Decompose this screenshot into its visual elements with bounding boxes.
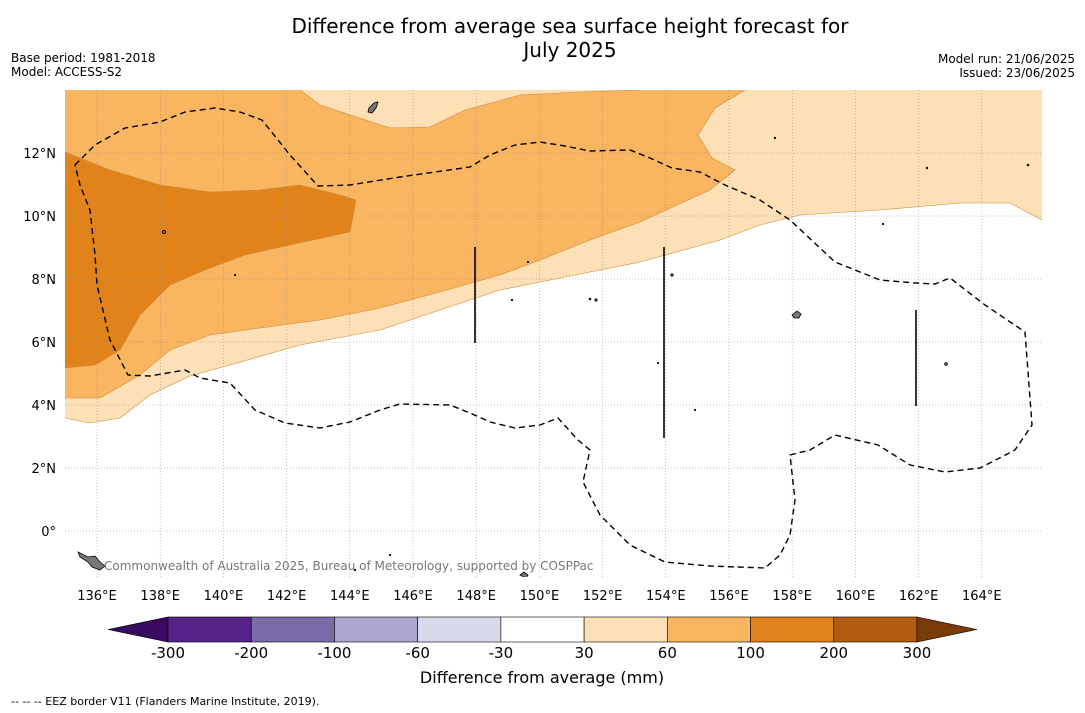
- lat-tick-label: 2°N: [32, 462, 57, 477]
- lat-tick-label: 4°N: [32, 399, 57, 414]
- lon-tick-label: 148°E: [456, 589, 496, 604]
- issued-text: Issued: 23/06/2025: [959, 66, 1075, 80]
- lon-tick-label: 150°E: [520, 589, 560, 604]
- band-100-200: [65, 152, 356, 368]
- colorbar-extend-high: [916, 616, 978, 643]
- lon-tick-label: 156°E: [709, 589, 749, 604]
- lon-tick-label: 152°E: [583, 589, 623, 604]
- meta-right: Model run: 21/06/2025 Issued: 23/06/2025: [938, 52, 1075, 80]
- colorbar-segment: [583, 616, 668, 643]
- colorbar-segment: [833, 616, 918, 643]
- colorbar-segment: [500, 616, 585, 643]
- lon-tick-label: 138°E: [140, 589, 180, 604]
- colorbar-segment: [334, 616, 418, 643]
- map-title: Difference from average sea surface heig…: [220, 14, 920, 62]
- lon-tick-label: 162°E: [899, 589, 939, 604]
- model-run-text: Model run: 21/06/2025: [937, 52, 1075, 66]
- eez-borders: [74, 107, 1033, 569]
- lon-tick-label: 136°E: [77, 589, 117, 604]
- colorbar-segment: [750, 616, 835, 643]
- lon-tick-label: 142°E: [267, 589, 307, 604]
- colorbar-tick-label: 200: [819, 644, 848, 662]
- lat-tick-label: 6°N: [32, 336, 57, 351]
- lat-tick-label: 0°: [41, 525, 56, 540]
- colorbar-tick-label: -200: [234, 644, 268, 662]
- lon-tick-label: 154°E: [646, 589, 686, 604]
- lon-tick-label: 158°E: [772, 589, 812, 604]
- colorbar-segment: [250, 616, 335, 643]
- band-60-100: [65, 90, 745, 398]
- colorbar-segment: [667, 616, 751, 643]
- colorbar-title: Difference from average (mm): [419, 668, 665, 687]
- eez-footnote: -- -- -- EEZ border V11 (Flanders Marine…: [11, 695, 320, 708]
- colorbar-tick-label: 60: [658, 644, 677, 662]
- lat-tick-label: 10°N: [23, 210, 56, 225]
- latitude-tick-labels: 12°N 10°N 8°N 6°N 4°N 2°N 0°: [23, 147, 56, 540]
- colorbar-tick-label: 30: [575, 644, 594, 662]
- colorbar-labels: -300 -200 -100 -60 -30 30 60 100 200 300: [151, 644, 931, 662]
- boundary-lines: [474, 247, 917, 438]
- lon-tick-label: 146°E: [393, 589, 433, 604]
- colorbar-extend-low: [107, 616, 169, 643]
- base-period-text: Base period: 1981-2018: [11, 51, 156, 65]
- copyright-credit: Commonwealth of Australia 2025, Bureau o…: [104, 559, 594, 573]
- title-line-2: July 2025: [523, 38, 617, 62]
- lon-tick-label: 144°E: [330, 589, 370, 604]
- map-area: [65, 90, 1042, 577]
- colorbar-tick-label: 100: [736, 644, 765, 662]
- longitude-tick-labels: 136°E 138°E 140°E 142°E 144°E 146°E 148°E 150°E…: [77, 589, 1001, 604]
- islands: [77, 101, 1030, 577]
- lat-tick-label: 8°N: [32, 273, 57, 288]
- colorbar-segment: [417, 616, 502, 643]
- colorbar: [107, 616, 978, 643]
- lon-tick-label: 140°E: [204, 589, 244, 604]
- lon-tick-label: 160°E: [836, 589, 876, 604]
- colorbar-tick-label: -30: [489, 644, 514, 662]
- colorbar-segment: [167, 616, 252, 643]
- model-text: Model: ACCESS-S2: [11, 65, 123, 79]
- colorbar-tick-label: 300: [903, 644, 932, 662]
- colorbar-tick-label: -60: [405, 644, 430, 662]
- lon-tick-label: 164°E: [962, 589, 1002, 604]
- meta-left: Base period: 1981-2018 Model: ACCESS-S2: [11, 51, 156, 79]
- gridlines: [65, 90, 1042, 577]
- colorbar-tick-label: -100: [317, 644, 351, 662]
- colorbar-tick-label: -300: [151, 644, 185, 662]
- lat-tick-label: 12°N: [23, 147, 56, 162]
- title-line-1: Difference from average sea surface heig…: [291, 14, 849, 38]
